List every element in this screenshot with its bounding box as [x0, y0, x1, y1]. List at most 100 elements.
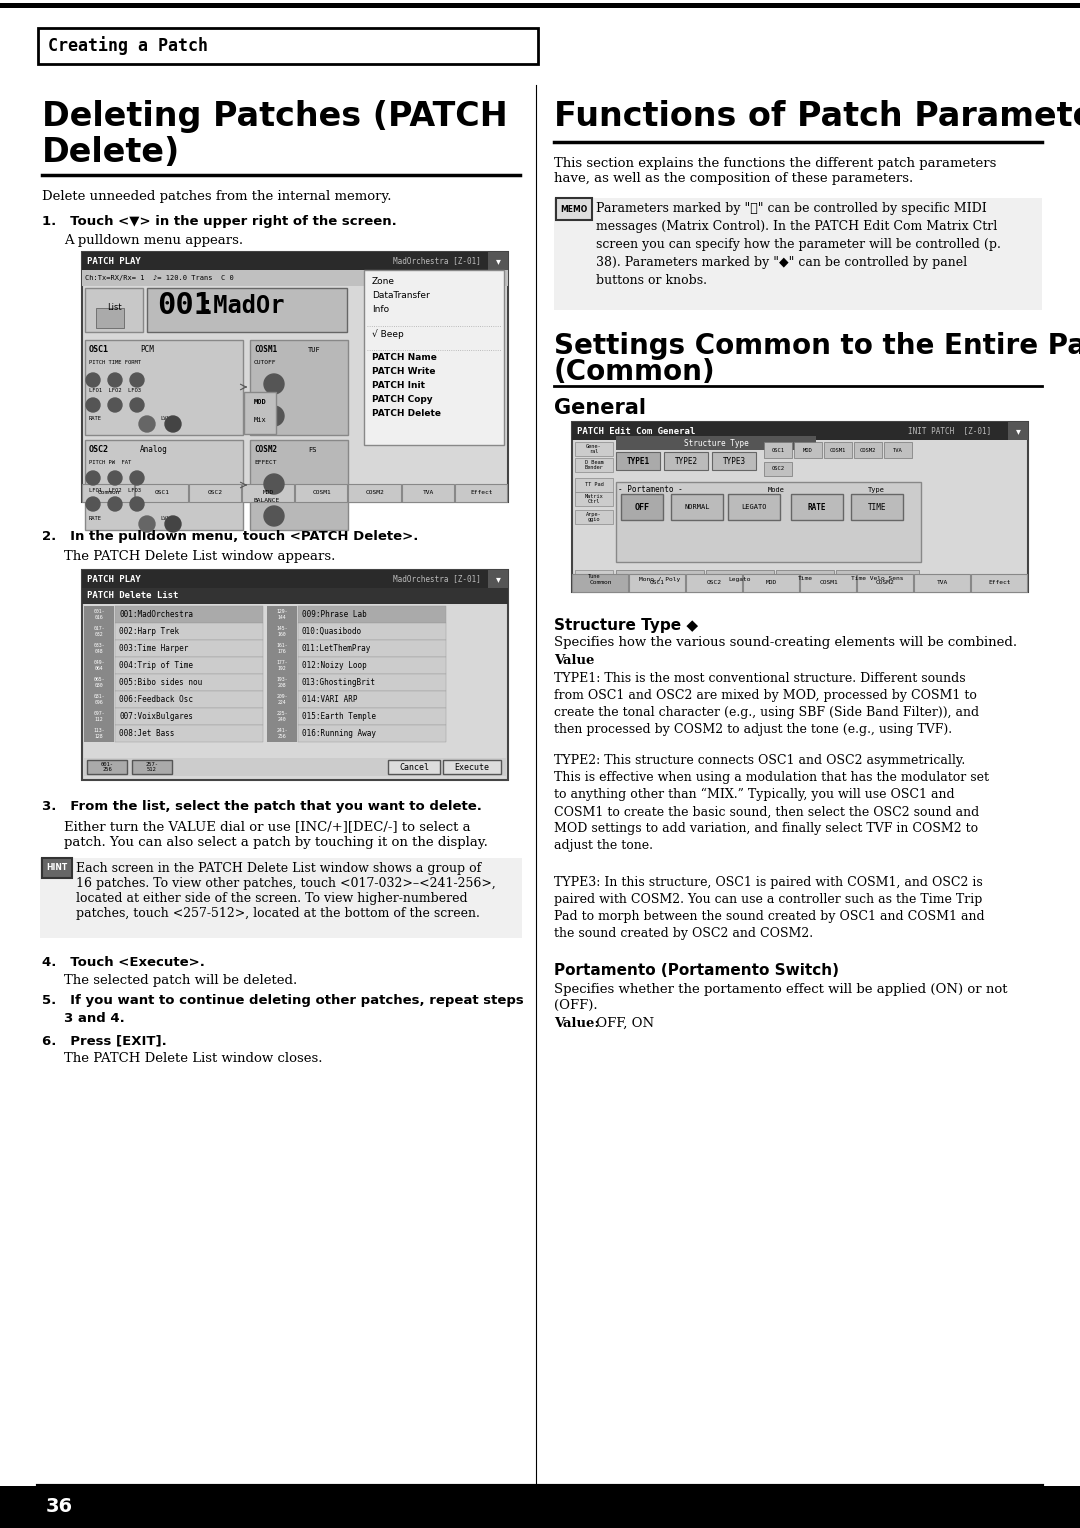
Text: TVA: TVA: [893, 448, 903, 452]
Text: Specifies how the various sound-creating elements will be combined.: Specifies how the various sound-creating…: [554, 636, 1017, 649]
Text: The selected patch will be deleted.: The selected patch will be deleted.: [64, 973, 297, 987]
Bar: [671, 494, 723, 520]
Text: OFF, ON: OFF, ON: [592, 1018, 654, 1030]
Bar: [114, 640, 264, 657]
Text: INIT PATCH  [Z-01]: INIT PATCH [Z-01]: [908, 426, 991, 435]
Text: Analog: Analog: [140, 446, 167, 454]
Bar: [189, 484, 241, 503]
Text: PCM: PCM: [140, 345, 153, 354]
Bar: [556, 199, 592, 220]
Text: 012:Noizy Loop: 012:Noizy Loop: [302, 662, 367, 669]
Text: Tune: Tune: [588, 575, 600, 579]
Bar: [488, 252, 508, 270]
Text: 003:Time Harper: 003:Time Harper: [119, 643, 188, 652]
Bar: [82, 252, 508, 270]
Circle shape: [108, 373, 122, 387]
Bar: [85, 287, 143, 332]
Bar: [858, 575, 913, 591]
Text: The PATCH Delete List window appears.: The PATCH Delete List window appears.: [64, 550, 336, 562]
Text: Info: Info: [372, 306, 389, 315]
Text: PITCH TIME FORMT: PITCH TIME FORMT: [89, 359, 141, 365]
Text: Type: Type: [867, 487, 885, 494]
Text: Delete): Delete): [42, 136, 180, 170]
Bar: [706, 570, 774, 588]
Text: Mode: Mode: [768, 487, 784, 494]
Text: PATCH Edit Com General: PATCH Edit Com General: [577, 426, 696, 435]
Text: This section explains the functions the different patch parameters: This section explains the functions the …: [554, 157, 997, 170]
Bar: [85, 341, 243, 435]
Bar: [572, 422, 1028, 440]
Text: CUTOFF: CUTOFF: [254, 359, 276, 365]
Bar: [616, 481, 921, 562]
Circle shape: [86, 471, 100, 484]
Text: 016:Running Away: 016:Running Away: [302, 729, 376, 738]
Bar: [575, 510, 613, 524]
Bar: [242, 484, 294, 503]
Text: messages (Matrix Control). In the PATCH Edit Com Matrix Ctrl: messages (Matrix Control). In the PATCH …: [596, 220, 997, 232]
Text: 001:MadOrchestra: 001:MadOrchestra: [119, 610, 193, 619]
Text: 3 and 4.: 3 and 4.: [64, 1012, 125, 1025]
Text: 010:Quasibodo: 010:Quasibodo: [302, 626, 362, 636]
Text: COSM1: COSM1: [312, 490, 330, 495]
Text: Mix: Mix: [254, 417, 267, 423]
Bar: [824, 442, 852, 458]
Bar: [84, 674, 114, 691]
Text: HINT: HINT: [46, 863, 68, 872]
Text: TVA: TVA: [422, 490, 434, 495]
Bar: [84, 724, 114, 743]
Text: COSM1: COSM1: [819, 581, 838, 585]
Text: 014:VARI ARP: 014:VARI ARP: [302, 695, 357, 704]
Text: LEGATO: LEGATO: [741, 504, 767, 510]
Text: (Common): (Common): [554, 358, 716, 387]
Bar: [443, 759, 501, 775]
Bar: [84, 623, 114, 640]
Bar: [147, 287, 347, 332]
Circle shape: [264, 374, 284, 394]
Text: 015:Earth Temple: 015:Earth Temple: [302, 712, 376, 721]
Text: TIME: TIME: [867, 503, 887, 512]
Text: ▾: ▾: [496, 257, 500, 266]
Bar: [84, 640, 114, 657]
Text: PATCH Init: PATCH Init: [372, 382, 426, 391]
Circle shape: [108, 471, 122, 484]
Bar: [298, 623, 446, 640]
Circle shape: [130, 373, 144, 387]
Text: 6.   Press [EXIT].: 6. Press [EXIT].: [42, 1034, 166, 1047]
Text: Creating a Patch: Creating a Patch: [48, 37, 208, 55]
Bar: [616, 435, 816, 451]
Bar: [38, 28, 538, 64]
Bar: [616, 452, 660, 471]
Text: COSM2: COSM2: [876, 581, 895, 585]
Text: Mono / Poly: Mono / Poly: [639, 576, 680, 582]
Text: MOD: MOD: [804, 448, 813, 452]
Bar: [554, 199, 1042, 310]
Bar: [114, 691, 264, 707]
Bar: [114, 724, 264, 743]
Bar: [298, 707, 446, 724]
Text: OSC2: OSC2: [707, 581, 723, 585]
Text: 065-
080: 065- 080: [93, 677, 105, 688]
Text: 008:Jet Bass: 008:Jet Bass: [119, 729, 175, 738]
Text: 36: 36: [46, 1497, 73, 1516]
Circle shape: [86, 373, 100, 387]
Bar: [743, 575, 799, 591]
Text: Settings Common to the Entire Patch: Settings Common to the Entire Patch: [554, 332, 1080, 361]
Bar: [0, 3, 1080, 8]
Bar: [575, 570, 613, 584]
Bar: [629, 575, 685, 591]
Bar: [971, 575, 1027, 591]
Bar: [800, 575, 856, 591]
Bar: [298, 674, 446, 691]
Text: LFO1  LFO2  LFO3: LFO1 LFO2 LFO3: [89, 487, 141, 492]
Bar: [348, 484, 401, 503]
Text: COSM1: COSM1: [254, 345, 278, 354]
Text: D Beam
Bender: D Beam Bender: [584, 460, 604, 471]
Text: PATCH Write: PATCH Write: [372, 368, 435, 376]
Text: 113-
128: 113- 128: [93, 729, 105, 738]
Text: Ch:Tx=RX/Rx= 1  ♪= 120.0 Trans  C 0: Ch:Tx=RX/Rx= 1 ♪= 120.0 Trans C 0: [85, 275, 233, 281]
Text: TVA: TVA: [936, 581, 948, 585]
Bar: [364, 270, 504, 445]
Text: TT Pad: TT Pad: [584, 483, 604, 487]
Text: Value: Value: [554, 654, 594, 668]
Bar: [488, 570, 508, 588]
